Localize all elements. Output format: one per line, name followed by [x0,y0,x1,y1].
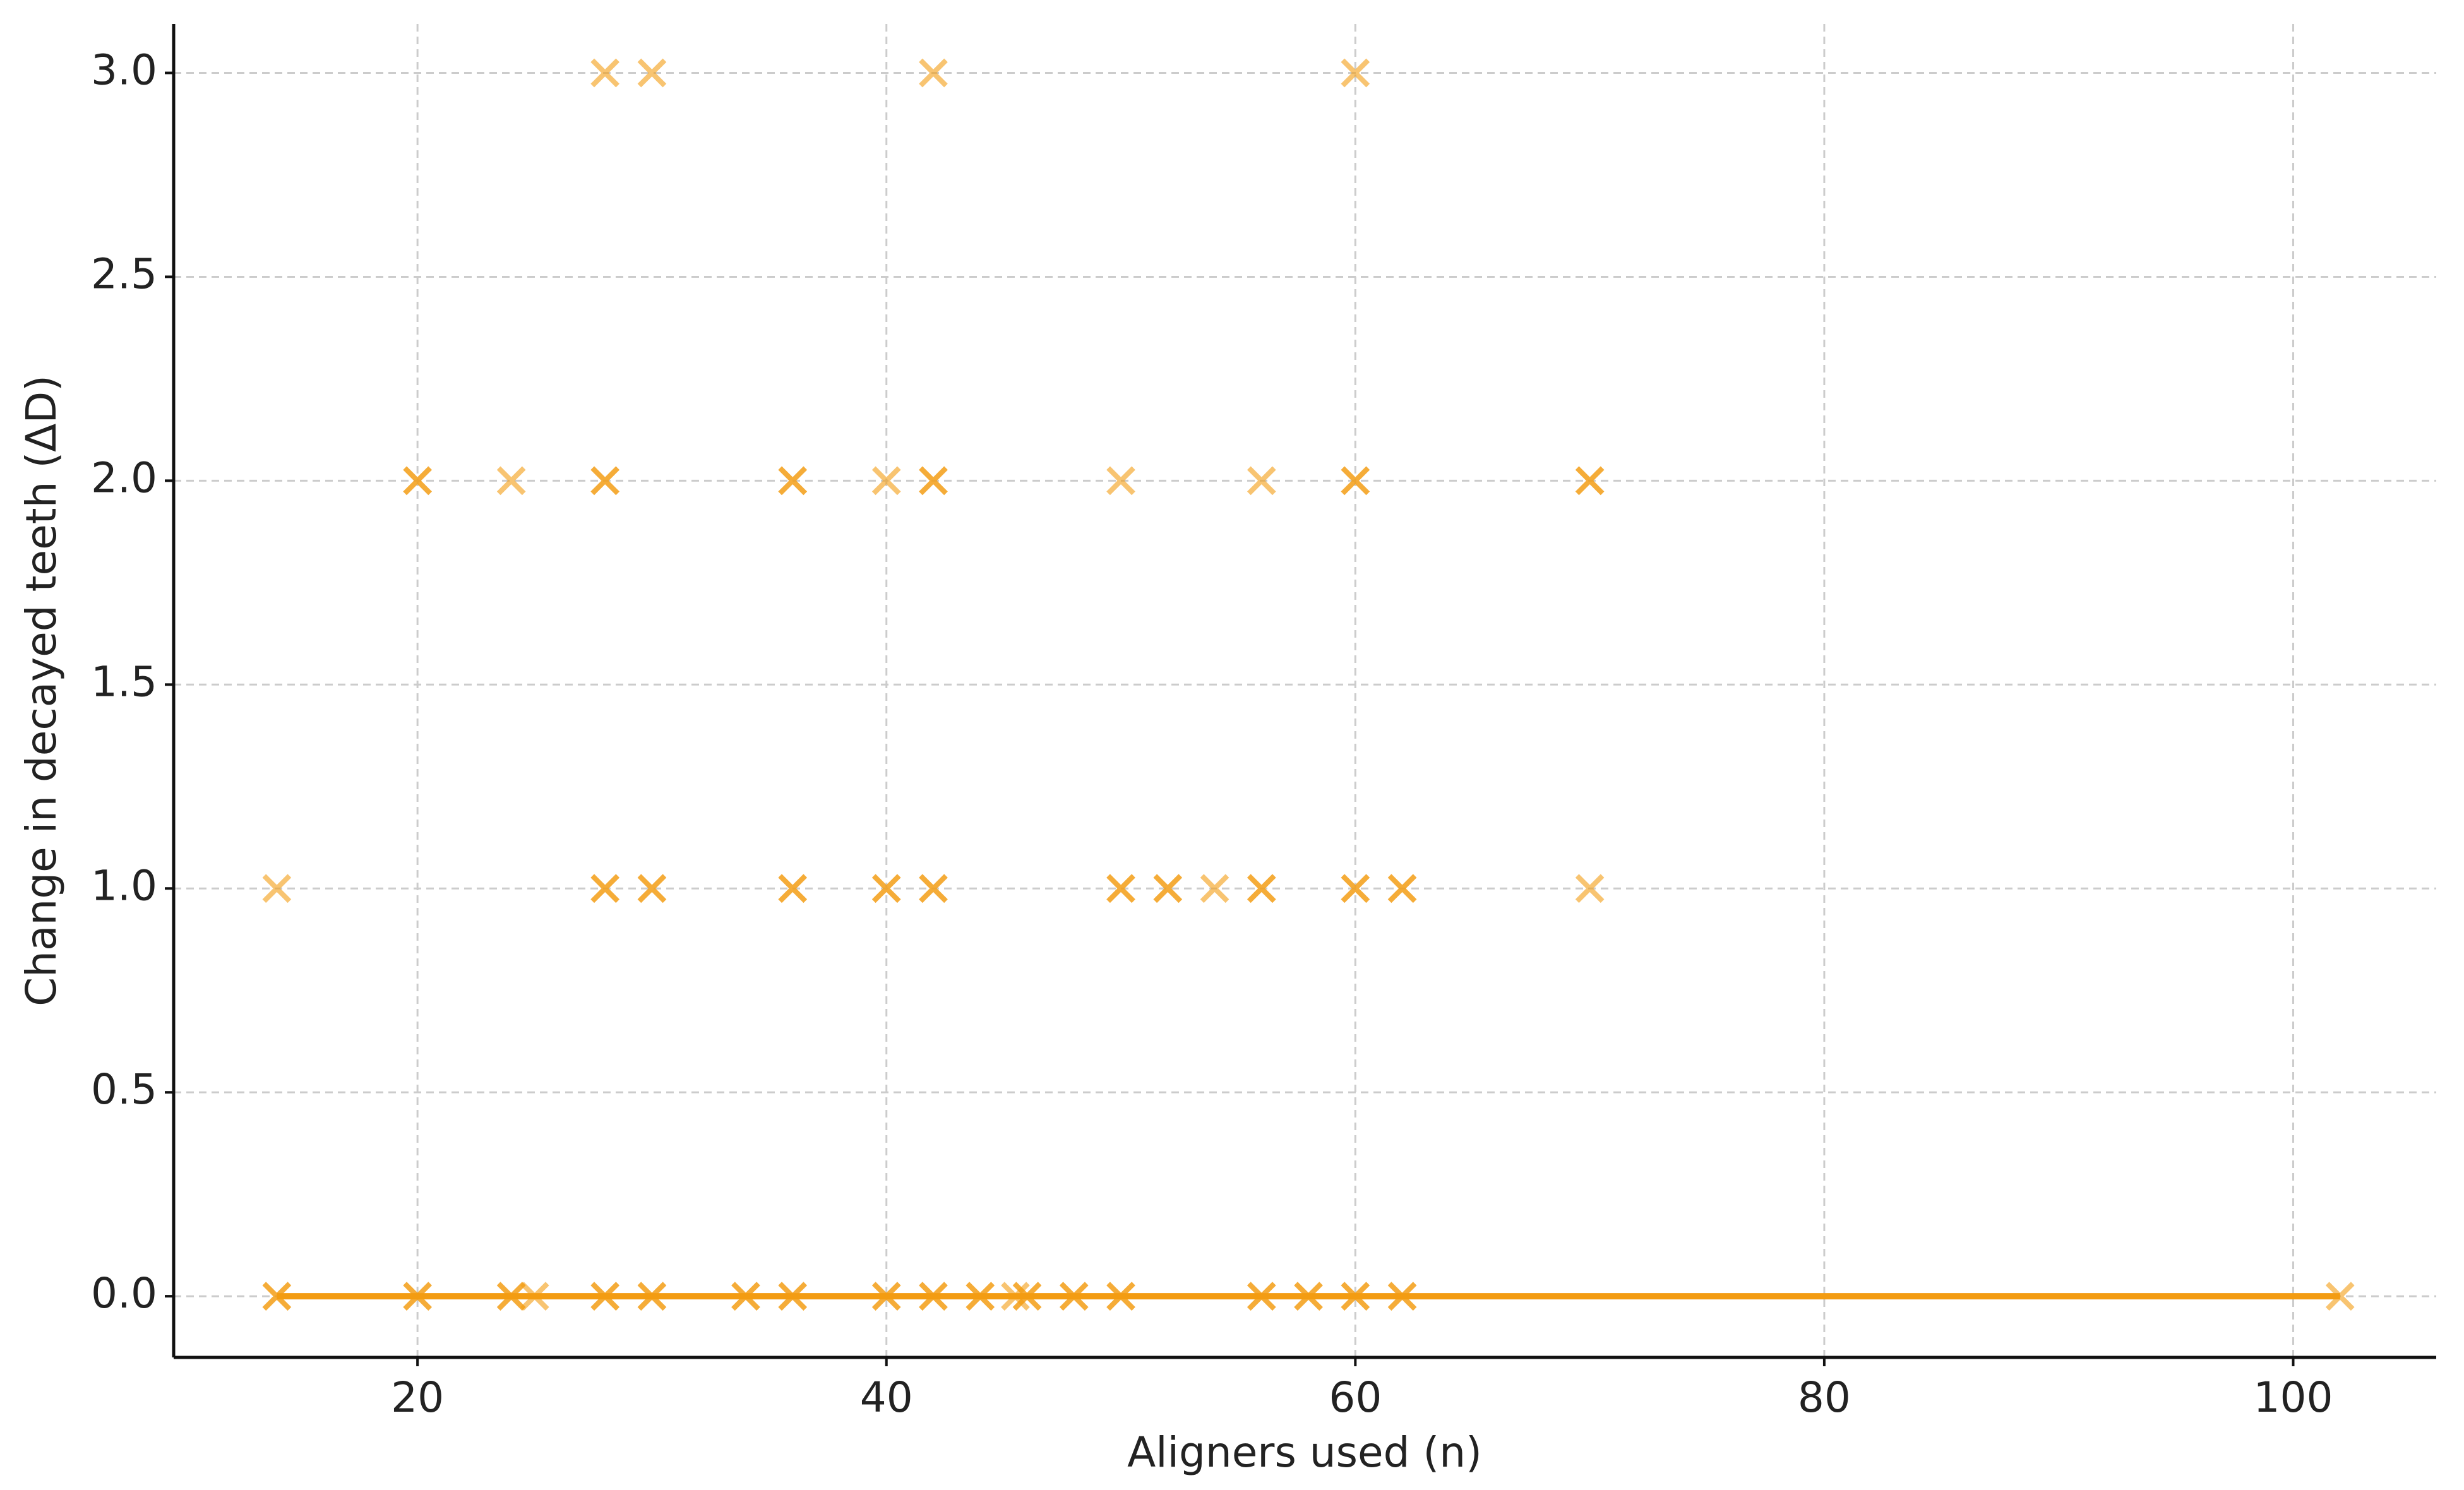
marker [778,466,808,496]
y-tick-label: 3.0 [91,46,157,95]
marker [1575,874,1605,903]
marker [590,874,620,903]
marker [1341,874,1370,903]
marker [871,874,901,903]
y-tick-label: 1.0 [91,861,157,910]
marker [1387,874,1417,903]
y-tick-label: 2.5 [91,250,157,299]
x-tick-label: 20 [391,1373,444,1422]
y-tick-label: 2.0 [91,453,157,502]
marker [403,466,432,496]
y-axis-label: Change in decayed teeth (ΔD) [17,375,66,1006]
y-tick-label: 0.0 [91,1269,157,1318]
marker [637,58,667,88]
marker [778,874,808,903]
marker [919,58,948,88]
marker [1575,466,1605,496]
marker [1341,58,1370,88]
marker [590,58,620,88]
marker [590,466,620,496]
marker [1106,466,1135,496]
marker [1106,874,1135,903]
y-tick-label: 0.5 [91,1065,157,1114]
marker [919,466,948,496]
marker [1247,466,1276,496]
x-axis-label: Aligners used (n) [1127,1428,1482,1477]
marker [1200,874,1229,903]
marker [919,874,948,903]
marker [1153,874,1183,903]
marker [871,466,901,496]
marker [2325,1282,2355,1311]
x-tick-label: 40 [860,1373,913,1422]
marker [637,874,667,903]
y-tick-label: 1.5 [91,657,157,706]
marker [496,466,526,496]
marker [1247,874,1276,903]
marker [1341,466,1370,496]
x-tick-label: 60 [1329,1373,1382,1422]
x-tick-label: 80 [1798,1373,1851,1422]
marker [262,874,292,903]
x-tick-label: 100 [2254,1373,2333,1422]
